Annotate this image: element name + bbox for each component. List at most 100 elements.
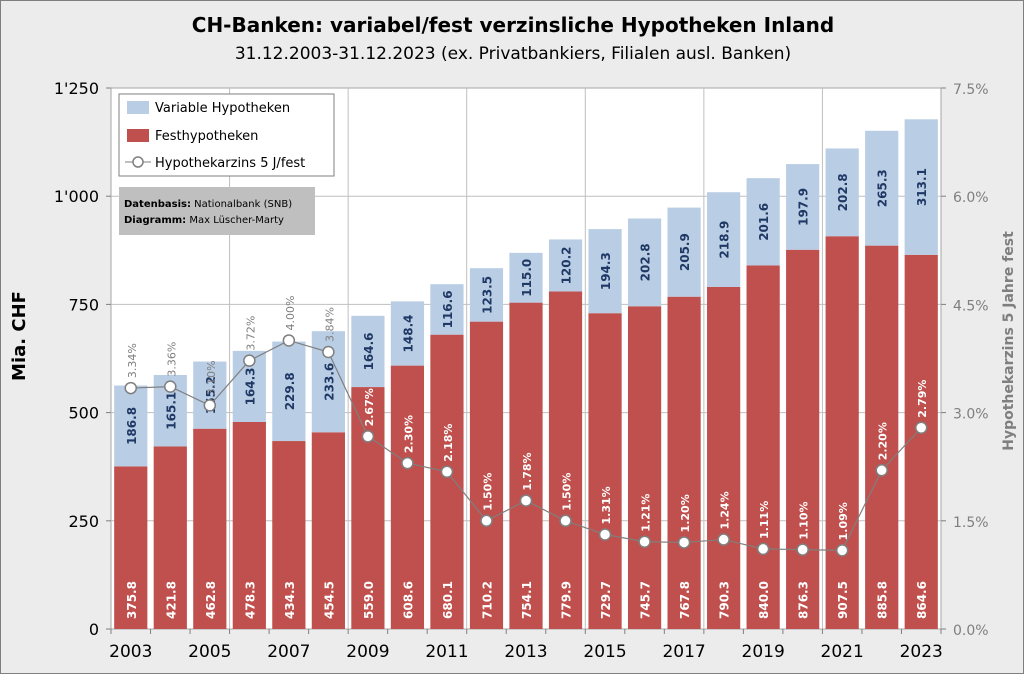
rate-label: 1.10% [798, 501, 811, 539]
rate-label: 1.50% [561, 473, 574, 511]
bar-fest [272, 441, 306, 629]
rate-label: 3.72% [244, 316, 257, 351]
rate-point [756, 542, 770, 556]
source-line-2: Diagramm: Max Lüscher-Marty [124, 215, 284, 226]
y-tick-label: 1'250 [54, 79, 99, 98]
bar-fest [825, 236, 859, 629]
chart-title: CH-Banken: variabel/fest verzinsliche Hy… [192, 13, 834, 37]
bar-label-fest: 559.0 [362, 581, 376, 619]
source-label-1: Datenbasis: [124, 199, 191, 210]
bar-label-fest: 790.3 [718, 581, 732, 619]
bar-variable [627, 218, 662, 307]
source-line-1: Datenbasis: Nationalbank (SNB) [124, 199, 292, 210]
bar-label-fest: 745.7 [639, 581, 653, 619]
bar-label-variable: 165.1 [164, 392, 178, 430]
bar-label-fest: 885.8 [876, 581, 890, 619]
source-box-bg [119, 187, 315, 235]
y2-tick-label: 1.5% [953, 515, 989, 531]
bar-variable [904, 119, 938, 255]
x-tick-label: 2015 [583, 642, 626, 662]
bar-fest [193, 428, 227, 629]
legend-label-variable: Variable Hypotheken [155, 101, 290, 116]
rate-label: 4.00% [284, 296, 297, 331]
bar-label-variable: 116.6 [441, 290, 455, 328]
chart-subtitle: 31.12.2003-31.12.2023 (ex. Privatbankier… [235, 44, 791, 64]
bar-label-fest: 462.8 [204, 581, 218, 619]
source-value-1: Nationalbank (SNB) [194, 199, 292, 210]
bar-label-fest: 864.6 [915, 581, 929, 619]
rate-point [638, 535, 651, 548]
bar-label-fest: 478.3 [243, 581, 257, 619]
rate-point [164, 380, 177, 393]
rate-label: 3.10% [205, 360, 218, 395]
x-tick-label: 2009 [346, 642, 389, 662]
bar-label-fest: 608.6 [401, 581, 415, 619]
rate-point [282, 334, 296, 347]
bar-label-variable: 164.3 [243, 367, 257, 405]
bar-fest [390, 365, 425, 629]
bar-fest [509, 302, 543, 629]
bar-variable [390, 301, 425, 366]
bar-label-fest: 754.1 [520, 581, 534, 619]
bar-fest [904, 254, 938, 629]
bar-labels: 375.8186.8421.8165.1462.8155.2478.3164.3… [125, 168, 929, 619]
rate-label: 3.84% [323, 307, 336, 342]
x-tick-label: 2017 [662, 642, 705, 662]
bar-variable [786, 164, 820, 250]
x-tick-label: 2021 [821, 642, 864, 662]
y-tick-label: 750 [68, 295, 99, 314]
rate-point [203, 399, 217, 412]
rate-label: 2.30% [402, 415, 415, 453]
bar-fest [627, 306, 662, 629]
axes: 0 250 500 750 1'000 1'250 0.0% 1.5% 3.0% 4.5% 6.0%… [54, 79, 989, 662]
rate-label: 3.36% [165, 342, 178, 377]
rate-label: 1.24% [719, 491, 732, 529]
bar-fest [588, 313, 622, 629]
bar-label-variable: 233.6 [322, 363, 336, 401]
bar-label-fest: 767.8 [678, 581, 692, 619]
rate-label: 1.09% [837, 502, 850, 540]
bar-label-variable: 115.0 [520, 259, 534, 297]
y2-tick-label: 6.0% [953, 190, 989, 206]
bar-variable [272, 341, 306, 442]
bar-label-variable: 205.9 [678, 233, 692, 271]
rate-label: 2.18% [442, 424, 455, 462]
bar-label-fest: 779.9 [560, 581, 574, 619]
bar-fest [232, 421, 266, 629]
bar-label-fest: 876.3 [797, 581, 811, 619]
bar-fest [311, 432, 345, 629]
bar-variable [430, 284, 464, 335]
x-tick-label: 2023 [900, 642, 943, 662]
bar-fest [351, 387, 385, 629]
rate-point [914, 421, 928, 434]
bar-label-fest: 434.3 [283, 581, 297, 619]
rate-point [361, 430, 375, 443]
legend-box [118, 93, 335, 177]
rate-point [440, 465, 454, 478]
legend-swatch-fest [127, 129, 149, 142]
rate-point [598, 528, 612, 541]
bar-variable [707, 192, 741, 287]
rate-label: 1.78% [521, 452, 534, 490]
bar-label-variable: 202.8 [836, 173, 850, 211]
bar-fest [746, 265, 780, 629]
bar-label-variable: 265.3 [876, 169, 890, 207]
rate-label: 1.20% [679, 494, 692, 532]
x-tick-label: 2011 [425, 642, 468, 662]
bar-label-fest: 710.2 [480, 581, 494, 619]
legend-swatch-variable [127, 101, 149, 114]
bar-label-variable: 148.4 [401, 314, 415, 352]
bar-variable [114, 385, 148, 467]
bar-label-variable: 197.9 [797, 188, 811, 226]
rate-label: 1.21% [640, 494, 653, 532]
bar-variable [588, 229, 622, 314]
rate-line: 3.34% 3.36% 3.10% 3.72% 4.00% 3.84% 2.67% 2.30%… [124, 296, 929, 557]
bar-label-variable: 229.8 [283, 372, 297, 410]
bar-variable [667, 207, 701, 297]
y-tick-label: 1'000 [54, 187, 99, 206]
bar-label-variable: 194.3 [599, 252, 613, 290]
rate-point [677, 536, 691, 549]
rate-point [559, 514, 572, 528]
x-tick-label: 2019 [742, 642, 785, 662]
